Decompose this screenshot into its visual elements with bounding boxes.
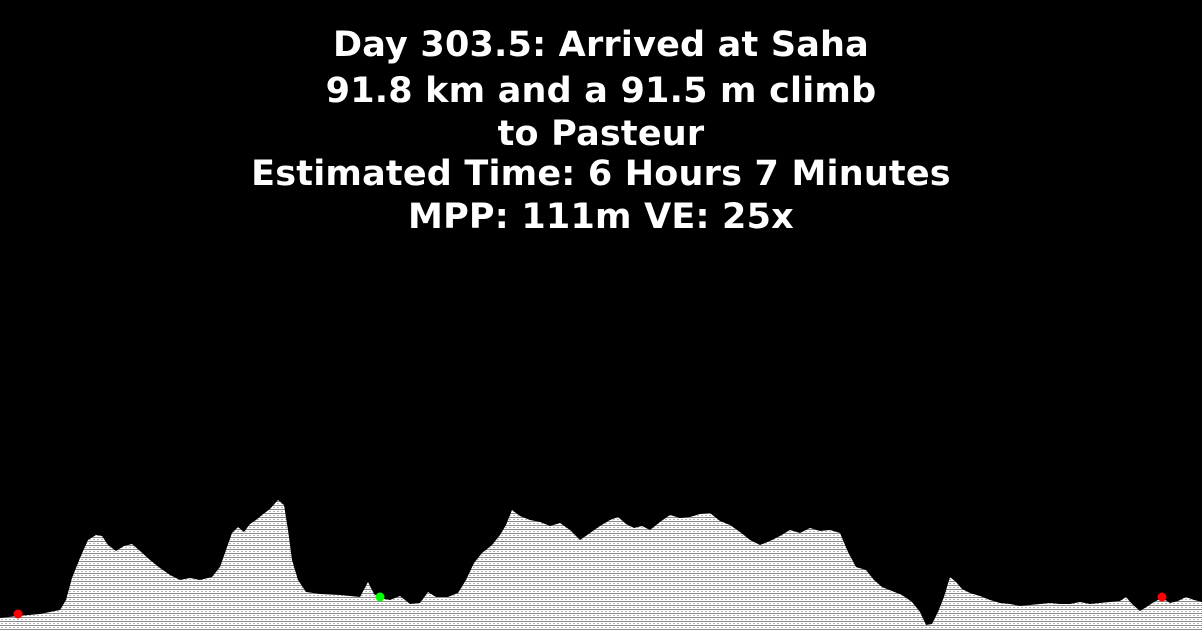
current-position-marker bbox=[375, 592, 385, 602]
end-marker bbox=[1157, 592, 1167, 602]
start-marker bbox=[13, 609, 23, 619]
scale-text: MPP: 111m VE: 25x bbox=[408, 197, 794, 237]
route-info: Day 303.5: Arrived at Saha 91.8 km and a… bbox=[0, 22, 1202, 240]
estimated-time-text: Estimated Time: 6 Hours 7 Minutes bbox=[251, 154, 951, 194]
day-arrival-title: Day 303.5: Arrived at Saha bbox=[333, 25, 869, 65]
distance-climb-text: 91.8 km and a 91.5 m climb bbox=[325, 71, 877, 111]
destination-text: to Pasteur bbox=[497, 114, 705, 154]
elevation-area bbox=[0, 500, 1202, 630]
